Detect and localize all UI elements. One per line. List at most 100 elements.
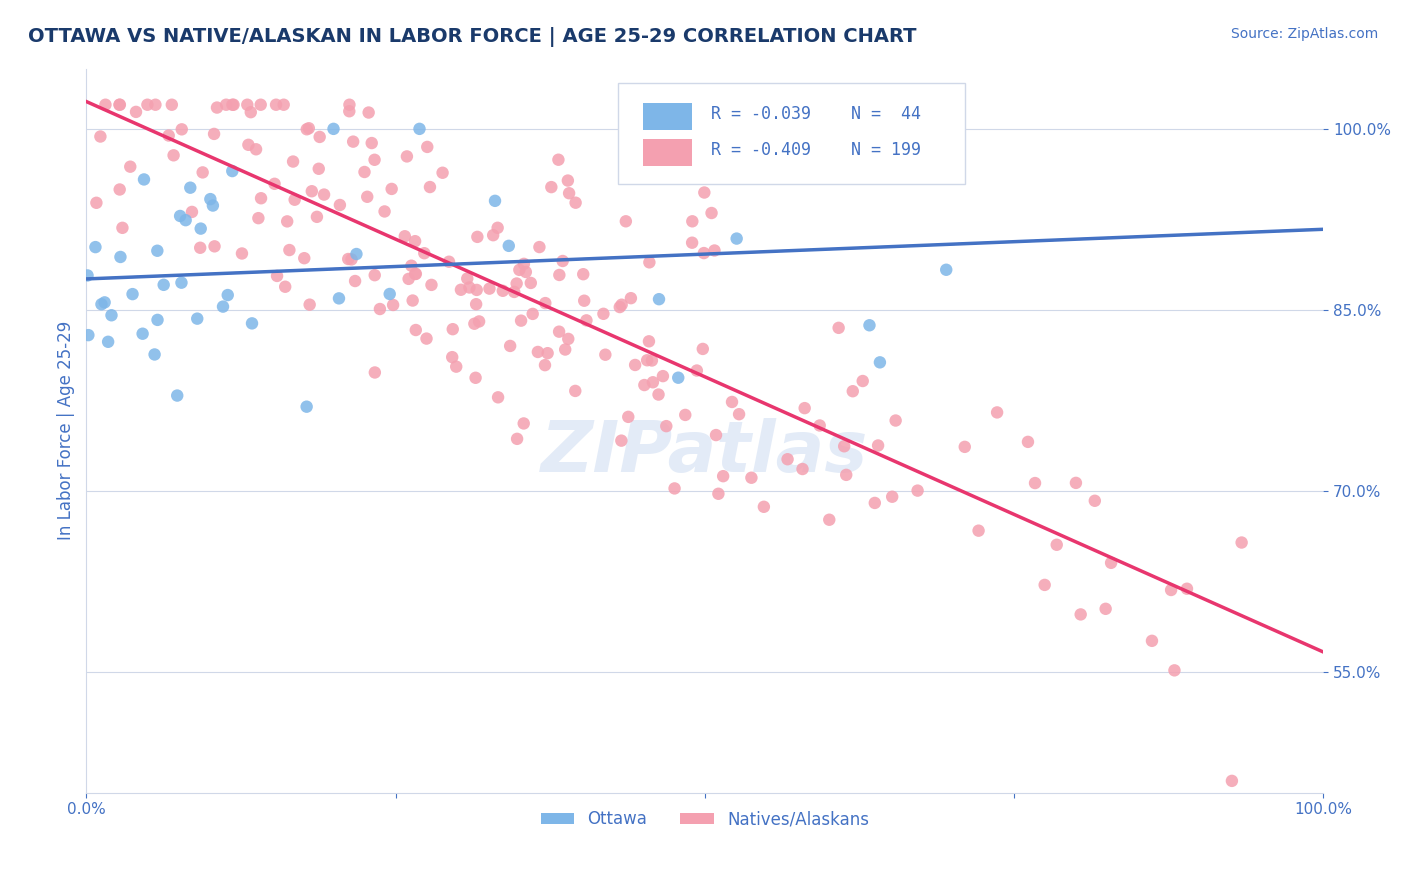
Natives/Alaskans bbox=[1017, 434, 1039, 449]
Ottawa bbox=[152, 277, 174, 292]
Natives/Alaskans bbox=[572, 267, 595, 281]
Natives/Alaskans bbox=[503, 285, 526, 299]
Natives/Alaskans bbox=[482, 228, 505, 243]
Ottawa bbox=[240, 317, 263, 331]
Natives/Alaskans bbox=[202, 127, 225, 141]
Natives/Alaskans bbox=[416, 140, 439, 154]
Natives/Alaskans bbox=[693, 246, 716, 260]
Natives/Alaskans bbox=[191, 165, 214, 179]
Natives/Alaskans bbox=[398, 272, 420, 286]
Natives/Alaskans bbox=[967, 524, 990, 538]
Natives/Alaskans bbox=[181, 205, 204, 219]
Natives/Alaskans bbox=[752, 500, 775, 514]
Natives/Alaskans bbox=[463, 317, 485, 331]
Natives/Alaskans bbox=[617, 409, 640, 424]
Natives/Alaskans bbox=[953, 440, 976, 454]
Natives/Alaskans bbox=[337, 104, 360, 119]
Natives/Alaskans bbox=[340, 252, 363, 267]
Natives/Alaskans bbox=[395, 149, 418, 163]
Natives/Alaskans bbox=[357, 105, 380, 120]
Natives/Alaskans bbox=[364, 268, 387, 282]
Ottawa bbox=[93, 295, 115, 310]
Natives/Alaskans bbox=[145, 97, 167, 112]
Natives/Alaskans bbox=[295, 122, 318, 136]
Natives/Alaskans bbox=[342, 135, 364, 149]
Natives/Alaskans bbox=[1046, 538, 1069, 552]
Ottawa bbox=[295, 400, 318, 414]
Natives/Alaskans bbox=[374, 204, 396, 219]
Natives/Alaskans bbox=[1094, 602, 1116, 616]
Natives/Alaskans bbox=[540, 180, 562, 194]
Natives/Alaskans bbox=[614, 214, 637, 228]
Natives/Alaskans bbox=[1099, 556, 1122, 570]
Natives/Alaskans bbox=[638, 255, 661, 269]
Natives/Alaskans bbox=[404, 267, 426, 281]
Natives/Alaskans bbox=[157, 128, 180, 143]
Natives/Alaskans bbox=[548, 268, 571, 282]
Natives/Alaskans bbox=[292, 251, 315, 265]
Natives/Alaskans bbox=[557, 173, 579, 187]
Natives/Alaskans bbox=[721, 395, 744, 409]
Ottawa bbox=[217, 288, 239, 302]
Natives/Alaskans bbox=[664, 482, 686, 496]
Natives/Alaskans bbox=[492, 284, 515, 298]
Ottawa bbox=[378, 287, 401, 301]
Natives/Alaskans bbox=[513, 257, 536, 271]
Natives/Alaskans bbox=[162, 148, 184, 162]
Ottawa bbox=[725, 231, 748, 245]
Natives/Alaskans bbox=[231, 246, 253, 260]
Natives/Alaskans bbox=[529, 240, 551, 254]
Natives/Alaskans bbox=[703, 244, 725, 258]
Natives/Alaskans bbox=[413, 246, 436, 260]
Natives/Alaskans bbox=[693, 186, 716, 200]
Natives/Alaskans bbox=[250, 191, 273, 205]
Ottawa bbox=[143, 347, 166, 361]
Natives/Alaskans bbox=[467, 230, 489, 244]
Natives/Alaskans bbox=[610, 434, 633, 448]
Ottawa bbox=[84, 240, 107, 254]
Natives/Alaskans bbox=[1033, 578, 1056, 592]
Natives/Alaskans bbox=[420, 277, 443, 292]
Ottawa bbox=[648, 292, 671, 306]
Natives/Alaskans bbox=[505, 277, 527, 291]
Natives/Alaskans bbox=[620, 291, 643, 305]
Natives/Alaskans bbox=[835, 467, 858, 482]
Natives/Alaskans bbox=[636, 353, 658, 368]
Natives/Alaskans bbox=[450, 283, 472, 297]
Natives/Alaskans bbox=[673, 408, 696, 422]
Natives/Alaskans bbox=[298, 298, 321, 312]
Ottawa bbox=[166, 388, 188, 402]
Natives/Alaskans bbox=[986, 405, 1008, 419]
Text: Source: ZipAtlas.com: Source: ZipAtlas.com bbox=[1230, 27, 1378, 41]
Natives/Alaskans bbox=[704, 428, 727, 442]
Natives/Alaskans bbox=[337, 252, 360, 266]
Natives/Alaskans bbox=[86, 195, 108, 210]
Natives/Alaskans bbox=[633, 378, 655, 392]
Natives/Alaskans bbox=[394, 229, 416, 244]
Natives/Alaskans bbox=[655, 419, 678, 434]
Natives/Alaskans bbox=[160, 97, 183, 112]
Natives/Alaskans bbox=[478, 282, 501, 296]
Natives/Alaskans bbox=[205, 101, 228, 115]
Ottawa bbox=[200, 192, 222, 206]
Natives/Alaskans bbox=[266, 268, 288, 283]
Natives/Alaskans bbox=[108, 182, 131, 196]
Natives/Alaskans bbox=[681, 235, 703, 250]
Natives/Alaskans bbox=[360, 136, 382, 150]
Natives/Alaskans bbox=[1220, 773, 1243, 788]
Ottawa bbox=[666, 370, 689, 384]
Natives/Alaskans bbox=[681, 214, 703, 228]
Natives/Alaskans bbox=[884, 413, 907, 427]
Natives/Alaskans bbox=[308, 161, 330, 176]
Ottawa bbox=[935, 262, 957, 277]
Natives/Alaskans bbox=[465, 283, 488, 297]
Natives/Alaskans bbox=[415, 332, 437, 346]
Natives/Alaskans bbox=[1064, 475, 1087, 490]
Natives/Alaskans bbox=[363, 153, 385, 167]
Natives/Alaskans bbox=[907, 483, 929, 498]
Natives/Alaskans bbox=[508, 263, 530, 277]
Natives/Alaskans bbox=[274, 279, 297, 293]
Natives/Alaskans bbox=[536, 346, 558, 360]
Natives/Alaskans bbox=[401, 259, 423, 273]
Natives/Alaskans bbox=[405, 323, 427, 337]
